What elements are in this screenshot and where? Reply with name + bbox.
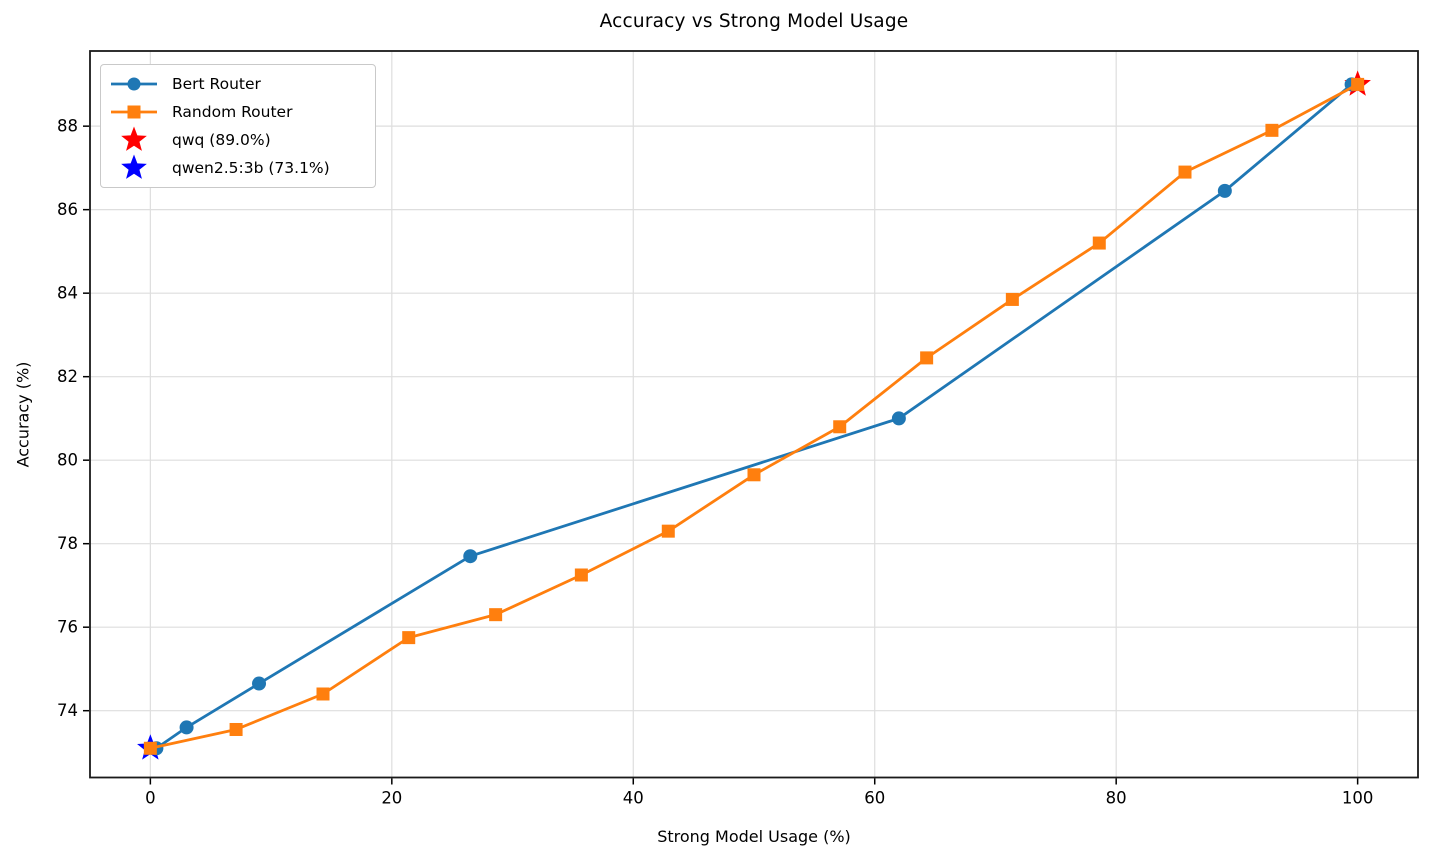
tick-labels: 0 20 40 60 80 100 74 76 78 80 82 84 86 88 — [57, 117, 1373, 808]
svg-text:74: 74 — [57, 701, 78, 720]
legend-item-bert-router: Bert Router — [108, 70, 367, 98]
svg-text:88: 88 — [57, 117, 78, 136]
series-1 — [143, 77, 1365, 755]
svg-text:86: 86 — [57, 200, 78, 219]
blue-star-icon — [108, 153, 160, 183]
legend-item-qwq: qwq (89.0%) — [108, 126, 367, 154]
legend-item-random-router: Random Router — [108, 98, 367, 126]
legend: Bert Router Random Router qwq (89.0%) qw… — [100, 64, 376, 188]
svg-text:84: 84 — [57, 284, 78, 303]
svg-text:100: 100 — [1342, 789, 1374, 808]
line-square-marker-icon — [108, 97, 160, 127]
legend-label-random-router: Random Router — [172, 103, 293, 121]
x-axis-label: Strong Model Usage (%) — [657, 827, 851, 846]
legend-label-bert-router: Bert Router — [172, 75, 261, 93]
red-star-icon — [108, 125, 160, 155]
chart-title: Accuracy vs Strong Model Usage — [599, 11, 909, 32]
legend-label-qwen: qwen2.5:3b (73.1%) — [172, 159, 330, 177]
svg-text:20: 20 — [381, 789, 402, 808]
axes-spines — [89, 50, 1419, 779]
svg-text:0: 0 — [145, 789, 156, 808]
svg-text:80: 80 — [1106, 789, 1127, 808]
svg-text:82: 82 — [57, 367, 78, 386]
y-axis-label: Accuracy (%) — [13, 361, 33, 468]
line-circle-marker-icon — [108, 69, 160, 99]
svg-text:60: 60 — [864, 789, 885, 808]
y-axis-label-wrap: Accuracy (%) — [10, 51, 36, 778]
legend-label-qwq: qwq (89.0%) — [172, 131, 271, 149]
svg-text:78: 78 — [57, 534, 78, 553]
legend-item-qwen: qwen2.5:3b (73.1%) — [108, 154, 367, 182]
svg-text:40: 40 — [623, 789, 644, 808]
svg-text:76: 76 — [57, 618, 78, 637]
svg-text:80: 80 — [57, 451, 78, 470]
